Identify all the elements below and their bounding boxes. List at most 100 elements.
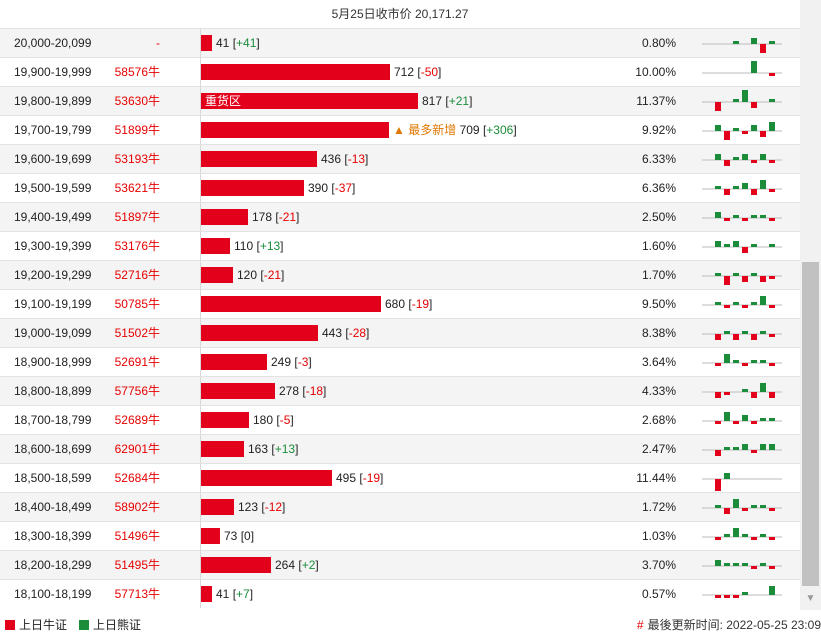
sparkline-bar <box>742 247 748 253</box>
count-bar[interactable] <box>201 586 212 602</box>
table-row[interactable]: 20,000-20,099 - 41 [+41] 0.80% <box>0 28 800 57</box>
sparkline-bar <box>760 154 766 160</box>
sparkline-bar <box>715 186 721 189</box>
row-price[interactable]: 52716牛 <box>114 268 160 282</box>
count-bar[interactable] <box>201 151 317 167</box>
scrollbar-thumb[interactable] <box>802 262 819 586</box>
count-bar[interactable] <box>201 499 234 515</box>
row-price[interactable]: 52691牛 <box>114 355 160 369</box>
row-range: 19,100-19,199 <box>14 297 92 311</box>
count-bar[interactable] <box>201 238 230 254</box>
count-value: ▲ 最多新增 709 [+306] <box>393 123 517 137</box>
sparkline-bar <box>715 241 721 247</box>
row-range: 19,900-19,999 <box>14 65 92 79</box>
table-row[interactable]: 18,100-18,199 57713牛 41 [+7] 0.57% <box>0 579 800 608</box>
table-row[interactable]: 19,600-19,699 53193牛 436 [-13] 6.33% <box>0 144 800 173</box>
row-price[interactable]: 57713牛 <box>114 587 160 601</box>
table-row[interactable]: 19,000-19,099 51502牛 443 [-28] 8.38% <box>0 318 800 347</box>
table-row[interactable]: 18,200-18,299 51495牛 264 [+2] 3.70% <box>0 550 800 579</box>
row-price[interactable]: 51496牛 <box>114 529 160 543</box>
count-change: 0 <box>244 529 251 543</box>
row-price[interactable]: 53176牛 <box>114 239 160 253</box>
count-bar[interactable] <box>201 354 267 370</box>
sparkline-bar <box>715 302 721 305</box>
table-row[interactable]: 19,100-19,199 50785牛 680 [-19] 9.50% <box>0 289 800 318</box>
count-bar[interactable] <box>201 557 271 573</box>
row-price[interactable]: - <box>156 36 160 50</box>
scrollbar[interactable]: ▼ <box>800 0 821 610</box>
row-price[interactable]: 58902牛 <box>114 500 160 514</box>
row-price[interactable]: 52684牛 <box>114 471 160 485</box>
row-price[interactable]: 53193牛 <box>114 152 160 166</box>
count-bar[interactable] <box>201 470 332 486</box>
count-number: 73 <box>224 529 238 543</box>
count-bar[interactable] <box>201 64 390 80</box>
table-row[interactable]: 18,900-18,999 52691牛 249 [-3] 3.64% <box>0 347 800 376</box>
sparkline-bar <box>760 180 766 189</box>
count-value: 123 [-12] <box>238 500 286 514</box>
change-sparkline <box>702 499 782 514</box>
count-bar[interactable] <box>201 528 220 544</box>
sparkline-bar <box>724 354 730 363</box>
count-change: +306 <box>486 123 514 137</box>
count-change: -21 <box>278 210 297 224</box>
count-bar[interactable] <box>201 441 244 457</box>
sparkline-bar <box>733 563 739 566</box>
count-bar[interactable] <box>201 383 275 399</box>
table-row[interactable]: 19,700-19,799 51899牛 ▲ 最多新增 709 [+306] 9.92… <box>0 115 800 144</box>
table-row[interactable]: 18,400-18,499 58902牛 123 [-12] 1.72% <box>0 492 800 521</box>
count-bar[interactable] <box>201 296 381 312</box>
row-price[interactable]: 58576牛 <box>114 65 160 79</box>
bar-axis <box>200 232 201 260</box>
table-row[interactable]: 18,500-18,599 52684牛 495 [-19] 11.44% <box>0 463 800 492</box>
count-change: +41 <box>236 36 257 50</box>
table-row[interactable]: 19,400-19,499 51897牛 178 [-21] 2.50% <box>0 202 800 231</box>
sparkline-bar <box>724 218 730 221</box>
count-bar[interactable] <box>201 325 318 341</box>
row-percentage: 2.47% <box>641 442 676 456</box>
change-sparkline <box>702 586 782 598</box>
sparkline-bar <box>715 421 721 424</box>
table-row[interactable]: 18,700-18,799 52689牛 180 [-5] 2.68% <box>0 405 800 434</box>
row-range: 18,200-18,299 <box>14 558 92 572</box>
row-price[interactable]: 52689牛 <box>114 413 160 427</box>
count-bar[interactable] <box>201 209 248 225</box>
row-price[interactable]: 51897牛 <box>114 210 160 224</box>
row-price[interactable]: 53630牛 <box>114 94 160 108</box>
table-row[interactable]: 19,900-19,999 58576牛 712 [-50] 10.00% <box>0 57 800 86</box>
table-row[interactable]: 19,300-19,399 53176牛 110 [+13] 1.60% <box>0 231 800 260</box>
table-row[interactable]: 18,800-18,899 57756牛 278 [-18] 4.33% <box>0 376 800 405</box>
sparkline-bar <box>751 392 757 398</box>
row-price[interactable]: 57756牛 <box>114 384 160 398</box>
row-price[interactable]: 50785牛 <box>114 297 160 311</box>
count-bar[interactable] <box>201 122 389 138</box>
table-row[interactable]: 18,300-18,399 51496牛 73 [0] 1.03% <box>0 521 800 550</box>
sparkline-bar <box>769 363 775 366</box>
row-price[interactable]: 51502牛 <box>114 326 160 340</box>
sparkline-bar <box>724 276 730 285</box>
table-row[interactable]: 19,500-19,599 53621牛 390 [-37] 6.36% <box>0 173 800 202</box>
row-price[interactable]: 53621牛 <box>114 181 160 195</box>
table-row[interactable]: 19,800-19,899 53630牛 重货区 817 [+21] 11.37% <box>0 86 800 115</box>
count-change: -18 <box>305 384 324 398</box>
sparkline-bar <box>715 125 721 131</box>
sparkline-bar <box>769 334 775 337</box>
row-price[interactable]: 62901牛 <box>114 442 160 456</box>
sparkline-bar <box>751 160 757 163</box>
count-bar[interactable] <box>201 93 418 109</box>
bar-label: 重货区 <box>205 94 242 108</box>
change-sparkline <box>702 354 782 366</box>
count-bar[interactable] <box>201 35 212 51</box>
scroll-down-arrow-icon[interactable]: ▼ <box>805 593 816 604</box>
row-price[interactable]: 51899牛 <box>114 123 160 137</box>
table-row[interactable]: 18,600-18,699 62901牛 163 [+13] 2.47% <box>0 434 800 463</box>
row-price[interactable]: 51495牛 <box>114 558 160 572</box>
sparkline-bar <box>733 215 739 218</box>
count-bar[interactable] <box>201 412 249 428</box>
count-value: 41 [+7] <box>216 587 254 601</box>
count-change: +13 <box>259 239 281 253</box>
sparkline-bar <box>733 360 739 363</box>
count-bar[interactable] <box>201 180 304 196</box>
table-row[interactable]: 19,200-19,299 52716牛 120 [-21] 1.70% <box>0 260 800 289</box>
count-bar[interactable] <box>201 267 233 283</box>
